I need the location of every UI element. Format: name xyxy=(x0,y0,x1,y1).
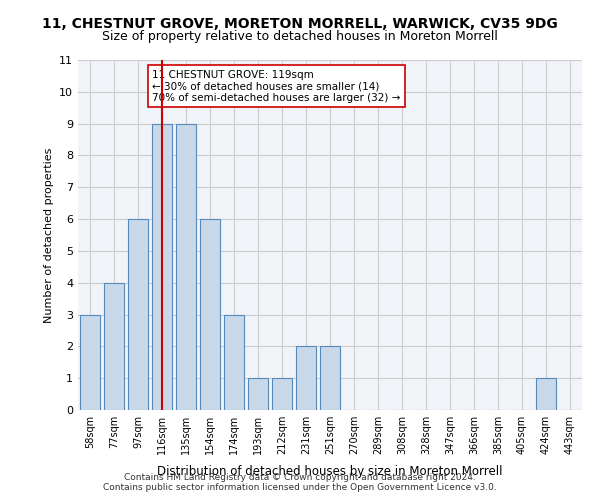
X-axis label: Distribution of detached houses by size in Moreton Morrell: Distribution of detached houses by size … xyxy=(157,466,503,478)
Bar xyxy=(536,378,556,410)
Bar xyxy=(80,314,100,410)
Bar xyxy=(272,378,292,410)
Text: 11 CHESTNUT GROVE: 119sqm
← 30% of detached houses are smaller (14)
70% of semi-: 11 CHESTNUT GROVE: 119sqm ← 30% of detac… xyxy=(152,70,401,102)
Bar xyxy=(296,346,316,410)
Bar xyxy=(248,378,268,410)
Text: 11, CHESTNUT GROVE, MORETON MORRELL, WARWICK, CV35 9DG: 11, CHESTNUT GROVE, MORETON MORRELL, WAR… xyxy=(42,18,558,32)
Text: Size of property relative to detached houses in Moreton Morrell: Size of property relative to detached ho… xyxy=(102,30,498,43)
Text: Contains HM Land Registry data © Crown copyright and database right 2024.
Contai: Contains HM Land Registry data © Crown c… xyxy=(103,473,497,492)
Bar xyxy=(176,124,196,410)
Bar xyxy=(224,314,244,410)
Bar xyxy=(104,282,124,410)
Bar xyxy=(128,219,148,410)
Bar xyxy=(320,346,340,410)
Y-axis label: Number of detached properties: Number of detached properties xyxy=(44,148,53,322)
Bar xyxy=(200,219,220,410)
Bar xyxy=(152,124,172,410)
